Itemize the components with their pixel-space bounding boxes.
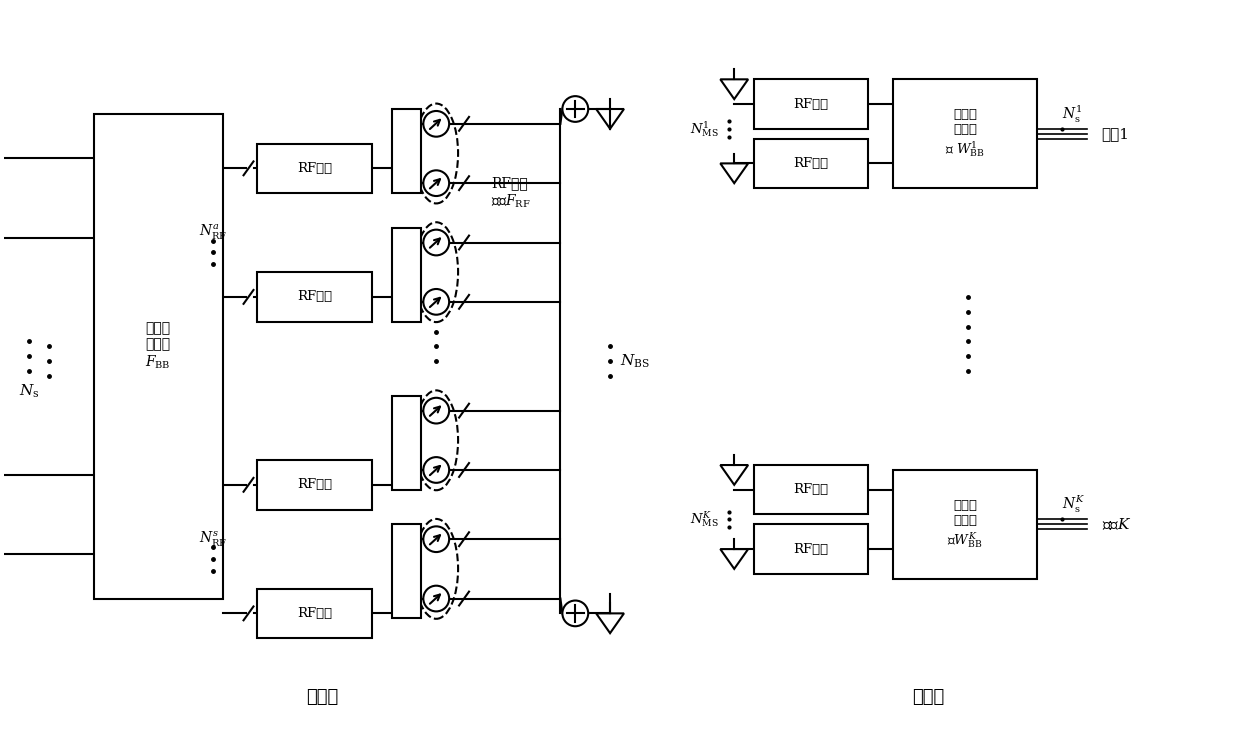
Text: $N_{\mathrm{BS}}$: $N_{\mathrm{BS}}$ xyxy=(620,352,650,370)
Text: $N^{a}_{\mathrm{RF}}$: $N^{a}_{\mathrm{RF}}$ xyxy=(198,223,227,242)
Text: 用户1: 用户1 xyxy=(1102,127,1130,141)
Text: 接收端: 接收端 xyxy=(911,689,944,706)
Text: RF链路: RF链路 xyxy=(794,157,828,170)
Circle shape xyxy=(423,230,449,256)
Bar xyxy=(392,396,422,490)
Text: $N^{K}_{\mathrm{s}}$: $N^{K}_{\mathrm{s}}$ xyxy=(1061,494,1085,516)
Text: $N^{1}_{\mathrm{MS}}$: $N^{1}_{\mathrm{MS}}$ xyxy=(691,119,719,138)
Bar xyxy=(93,114,223,599)
Text: 基带均
衡处理
器 $W^{1}_{\mathrm{BB}}$: 基带均 衡处理 器 $W^{1}_{\mathrm{BB}}$ xyxy=(945,108,985,159)
Bar xyxy=(392,109,422,193)
Bar xyxy=(893,79,1037,188)
Text: RF链路: RF链路 xyxy=(298,290,332,303)
Bar xyxy=(754,79,868,129)
Circle shape xyxy=(423,457,449,483)
Circle shape xyxy=(423,170,449,196)
Text: $N^{K}_{\mathrm{MS}}$: $N^{K}_{\mathrm{MS}}$ xyxy=(691,510,719,529)
Circle shape xyxy=(563,96,588,122)
Text: 基带均
衡处理
器$W^{K}_{\mathrm{BB}}$: 基带均 衡处理 器$W^{K}_{\mathrm{BB}}$ xyxy=(947,499,983,550)
Text: RF链路: RF链路 xyxy=(298,607,332,620)
Bar xyxy=(754,138,868,188)
Text: $N_{\mathrm{s}}$: $N_{\mathrm{s}}$ xyxy=(19,382,40,400)
Text: RF预编
码器$F_{\mathrm{RF}}$: RF预编 码器$F_{\mathrm{RF}}$ xyxy=(491,176,531,210)
Bar xyxy=(258,144,372,193)
Bar xyxy=(754,525,868,574)
Bar xyxy=(754,465,868,515)
Bar xyxy=(392,525,422,618)
Bar xyxy=(258,460,372,510)
Circle shape xyxy=(423,289,449,314)
Text: RF链路: RF链路 xyxy=(794,543,828,556)
Circle shape xyxy=(423,526,449,552)
Text: $N^{s}_{\mathrm{RF}}$: $N^{s}_{\mathrm{RF}}$ xyxy=(198,530,227,549)
Bar xyxy=(258,589,372,638)
Text: RF链路: RF链路 xyxy=(794,483,828,496)
Text: 基带预
编码器
$F_{\mathrm{BB}}$: 基带预 编码器 $F_{\mathrm{BB}}$ xyxy=(145,321,171,371)
Circle shape xyxy=(423,586,449,612)
Text: RF链路: RF链路 xyxy=(298,479,332,491)
Text: RF链路: RF链路 xyxy=(794,98,828,110)
Bar xyxy=(258,272,372,321)
Circle shape xyxy=(423,111,449,137)
Circle shape xyxy=(563,600,588,626)
Text: 用户$K$: 用户$K$ xyxy=(1102,516,1131,532)
Text: 发射端: 发射端 xyxy=(306,689,339,706)
Text: RF链路: RF链路 xyxy=(298,162,332,175)
Bar xyxy=(392,228,422,321)
Bar xyxy=(893,470,1037,579)
Circle shape xyxy=(423,398,449,423)
Text: $N^{1}_{\mathrm{s}}$: $N^{1}_{\mathrm{s}}$ xyxy=(1061,104,1083,125)
